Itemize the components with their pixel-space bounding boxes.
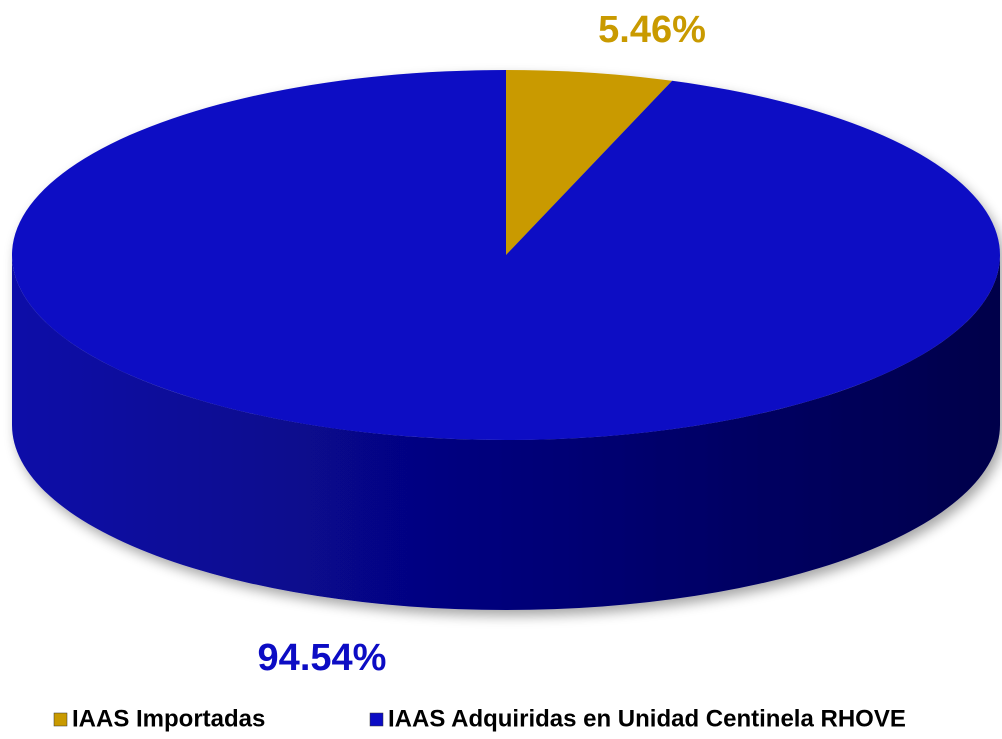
slice [506,70,673,255]
slice-side [12,255,1000,610]
legend-label: IAAS Importadas [72,705,265,732]
legend-label: IAAS Adquiridas en Unidad Centinela RHOV… [388,705,906,732]
legend-swatch [53,712,68,727]
legend-swatch [369,712,384,727]
slice [11,70,1001,440]
data-label: 5.46% [598,9,706,51]
data-label: 94.54% [258,637,387,679]
pie [11,70,1001,610]
